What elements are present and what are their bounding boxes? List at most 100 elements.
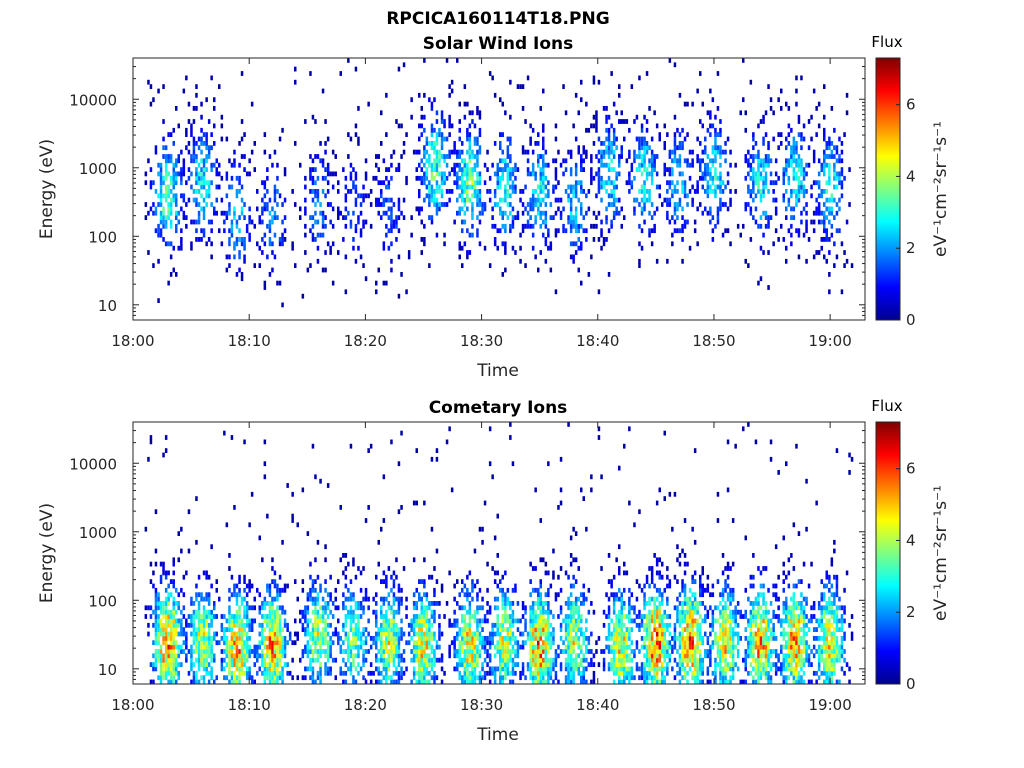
flux-cell <box>473 640 477 646</box>
flux-cell <box>425 636 429 641</box>
flux-cell <box>488 653 492 659</box>
flux-cell <box>597 289 601 295</box>
flux-cell <box>180 627 183 632</box>
flux-cell <box>706 210 710 216</box>
flux-cell <box>359 636 363 641</box>
flux-cell <box>235 679 239 685</box>
flux-cell <box>309 175 312 181</box>
flux-cell <box>326 601 330 606</box>
flux-cell <box>283 171 287 177</box>
flux-cell <box>428 141 431 146</box>
flux-cell <box>425 609 429 615</box>
flux-cell <box>223 640 226 646</box>
flux-cell <box>574 640 578 646</box>
flux-cell <box>554 136 558 142</box>
flux-cell <box>347 649 350 654</box>
flux-cell <box>243 670 246 676</box>
flux-cell <box>800 167 803 172</box>
flux-cell <box>764 184 768 190</box>
flux-cell <box>628 171 631 177</box>
flux-cell <box>311 609 315 615</box>
flux-cell <box>574 531 578 536</box>
flux-cell <box>693 228 697 234</box>
flux-cell <box>195 644 198 650</box>
flux-cell <box>797 193 801 199</box>
flux-cell <box>466 189 469 194</box>
flux-cell <box>509 158 512 164</box>
flux-cell <box>699 167 702 172</box>
flux-cell <box>572 636 575 641</box>
flux-cell <box>600 184 603 190</box>
flux-cell <box>448 114 451 120</box>
flux-cell <box>283 583 287 589</box>
flux-cell <box>337 250 340 255</box>
flux-cell <box>582 670 585 676</box>
flux-cell <box>387 197 391 203</box>
flux-cell <box>286 627 289 632</box>
flux-cell <box>334 605 337 611</box>
flux-cell <box>709 114 712 120</box>
flux-cell <box>420 636 423 641</box>
flux-cell <box>787 162 791 168</box>
flux-cell <box>392 219 396 225</box>
flux-cell <box>210 609 213 615</box>
flux-cell <box>607 579 611 584</box>
flux-cell <box>747 202 750 207</box>
flux-cell <box>423 653 426 659</box>
flux-cell <box>643 180 646 186</box>
flux-cell <box>650 162 654 168</box>
flux-cell <box>835 158 839 164</box>
flux-cell <box>483 162 487 168</box>
flux-cell <box>744 127 747 133</box>
flux-cell <box>577 145 580 151</box>
flux-cell <box>719 171 722 177</box>
flux-cell <box>478 189 482 194</box>
flux-cell <box>534 649 537 654</box>
flux-cell <box>582 167 585 172</box>
flux-cell <box>719 184 722 190</box>
flux-cell <box>600 180 603 186</box>
flux-cell <box>410 627 413 632</box>
flux-cell <box>496 644 499 650</box>
flux-cell <box>428 158 431 164</box>
flux-cell <box>420 657 423 663</box>
flux-cell <box>785 162 788 168</box>
flux-cell <box>633 197 636 203</box>
flux-cell <box>585 596 588 602</box>
flux-cell <box>248 675 251 681</box>
flux-cell <box>516 167 520 172</box>
flux-cell <box>552 548 555 554</box>
flux-cell <box>344 605 348 611</box>
flux-cell <box>397 197 401 203</box>
flux-cell <box>673 132 677 137</box>
flux-cell <box>362 627 365 632</box>
flux-cell <box>701 175 704 181</box>
flux-cell <box>177 631 180 637</box>
flux-cell <box>195 154 198 159</box>
flux-cell <box>458 136 461 142</box>
flux-cell <box>752 189 755 194</box>
flux-cell <box>539 184 542 190</box>
flux-cell <box>256 670 259 676</box>
flux-cell <box>304 119 307 124</box>
flux-cell <box>152 263 155 268</box>
flux-cell <box>506 202 510 207</box>
flux-cell <box>240 644 244 650</box>
flux-cell <box>392 596 396 602</box>
flux-cell <box>577 149 580 155</box>
flux-cell <box>337 180 340 186</box>
flux-cell <box>407 640 411 646</box>
flux-cell <box>334 596 337 602</box>
flux-cell <box>435 579 439 584</box>
flux-cell <box>673 141 677 146</box>
flux-cell <box>159 627 163 632</box>
flux-cell <box>643 184 646 190</box>
flux-cell <box>461 180 464 186</box>
flux-cell <box>235 644 239 650</box>
flux-cell <box>369 679 373 685</box>
flux-cell <box>744 206 747 212</box>
flux-cell <box>499 158 502 164</box>
flux-cell <box>655 154 659 159</box>
flux-cell <box>205 158 208 164</box>
flux-cell <box>418 653 421 659</box>
